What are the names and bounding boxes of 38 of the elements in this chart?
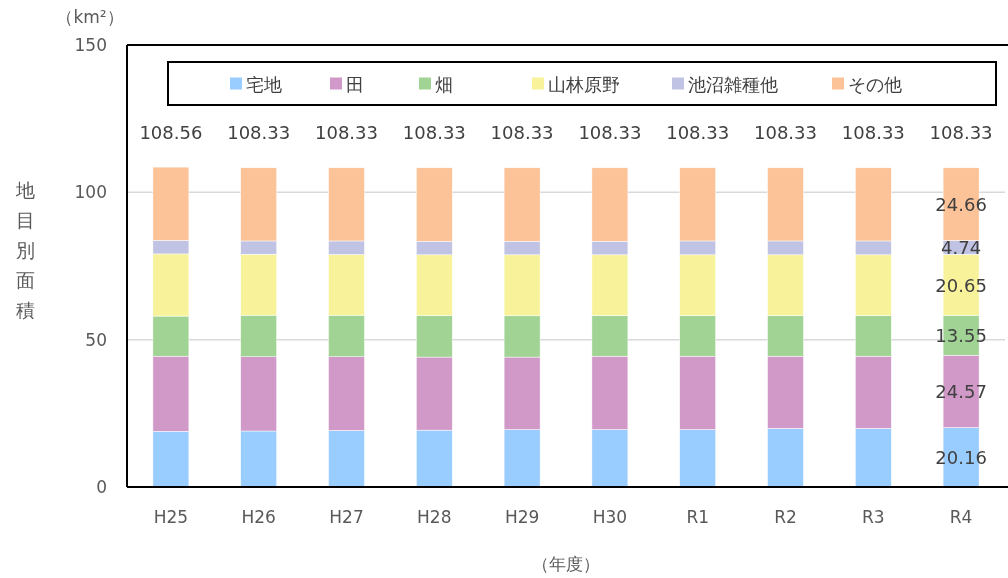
total-label: 108.33 [929, 122, 993, 143]
total-label: 108.33 [578, 122, 642, 143]
x-tick-label: R4 [949, 507, 973, 527]
total-label: 108.33 [402, 122, 466, 143]
legend-label: 宅地 [246, 73, 282, 95]
y-tick-label: 150 [74, 35, 107, 55]
x-tick-label: R3 [861, 507, 885, 527]
data-label: 13.55 [935, 325, 987, 347]
legend-label: 田 [346, 73, 364, 95]
x-tick-label: H25 [153, 507, 189, 527]
x-tick-label: H26 [241, 507, 276, 527]
total-label: 108.33 [841, 122, 905, 143]
legend-label: 池沼雑種他 [688, 73, 778, 95]
total-label: 108.33 [490, 122, 554, 143]
text: （km²） [56, 7, 124, 27]
y-tick-label: 100 [74, 182, 107, 203]
x-tick-label: H30 [592, 507, 628, 527]
legend-label: その他 [848, 73, 902, 95]
total-label: 108.33 [315, 122, 378, 143]
data-label: 20.16 [935, 447, 987, 469]
x-tick-label: H28 [417, 507, 452, 527]
data-label: 20.65 [935, 274, 987, 296]
y-tick-label: 0 [96, 477, 107, 497]
total-label: 108.33 [227, 122, 291, 143]
total-label: 108.56 [139, 122, 203, 143]
data-label: 4.74 [941, 237, 982, 259]
x-tick-label: H29 [504, 507, 540, 527]
legend-label: 畑 [435, 73, 453, 95]
x-tick-label: H27 [329, 507, 364, 527]
data-label: 24.66 [935, 194, 987, 216]
y-axis-title: 地目別面積 [14, 179, 35, 321]
legend-label: 山林原野 [548, 73, 620, 95]
total-label: 108.33 [666, 122, 730, 143]
x-tick-label: R2 [774, 507, 797, 527]
x-axis-title: （年度） [532, 554, 600, 574]
total-label: 108.33 [754, 122, 817, 143]
x-tick-label: R1 [686, 507, 710, 527]
y-tick-label: 50 [85, 329, 107, 350]
